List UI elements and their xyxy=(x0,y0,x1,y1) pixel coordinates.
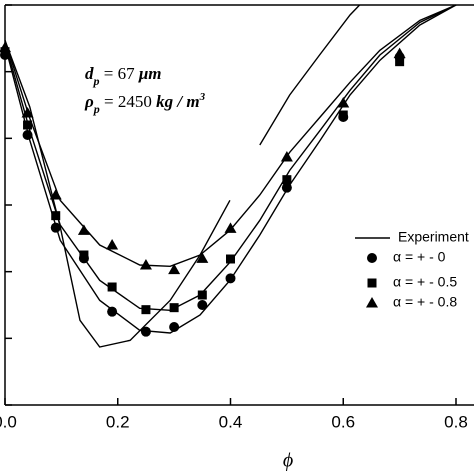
marker xyxy=(79,250,89,260)
annotation: dp = 67 μm xyxy=(85,64,162,88)
marker xyxy=(139,259,152,270)
annotation-part: μm xyxy=(138,64,162,83)
marker xyxy=(393,47,406,59)
marker xyxy=(280,151,293,162)
x-axis-label: ϕ xyxy=(283,450,293,472)
marker xyxy=(197,290,207,300)
annotation-part: kg / m xyxy=(156,92,199,111)
annotation-part: d xyxy=(85,64,94,83)
legend-marker xyxy=(367,278,377,288)
marker xyxy=(0,41,11,53)
annotation: ρp = 2450 kg / m3 xyxy=(84,91,206,116)
marker xyxy=(225,273,236,284)
annotation-part: p xyxy=(93,74,100,88)
marker xyxy=(197,300,208,310)
marker xyxy=(141,305,151,315)
legend-label: α = + - 0 xyxy=(393,249,446,265)
marker xyxy=(282,175,292,185)
x-tick-label: 0.0 xyxy=(0,412,17,431)
marker xyxy=(51,211,61,221)
legend-label: α = + - 0.8 xyxy=(393,294,457,310)
marker xyxy=(338,110,348,120)
annotation-part: = 67 xyxy=(100,64,139,83)
model-line xyxy=(4,4,457,312)
x-tick-label: 0.6 xyxy=(331,412,355,431)
legend-marker xyxy=(367,253,377,263)
annotation-part: = 2450 xyxy=(100,92,156,111)
marker xyxy=(50,222,61,233)
x-tick-label: 0.4 xyxy=(219,412,243,431)
marker xyxy=(23,120,33,130)
legend-marker xyxy=(366,297,378,308)
marker xyxy=(140,326,151,337)
marker xyxy=(226,254,235,264)
experiment-line xyxy=(4,4,361,348)
marker xyxy=(337,97,350,108)
annotation-part: 3 xyxy=(199,91,206,103)
legend-label: Experiment xyxy=(398,229,469,245)
marker xyxy=(107,282,117,292)
marker xyxy=(395,57,405,67)
marker xyxy=(281,182,292,193)
marker xyxy=(169,322,180,332)
marker xyxy=(224,222,237,233)
annotation-part: ρ xyxy=(84,92,94,111)
marker xyxy=(106,239,119,250)
marker xyxy=(169,303,179,313)
legend-label: α = + - 0.5 xyxy=(393,274,457,290)
marker xyxy=(107,306,118,317)
marker xyxy=(77,224,90,235)
x-tick-label: 0.8 xyxy=(444,412,468,431)
marker xyxy=(49,189,62,200)
annotation-part: p xyxy=(93,102,100,116)
x-tick-label: 0.2 xyxy=(106,412,130,431)
marker xyxy=(196,252,209,263)
marker xyxy=(168,263,181,275)
marker xyxy=(21,107,34,118)
